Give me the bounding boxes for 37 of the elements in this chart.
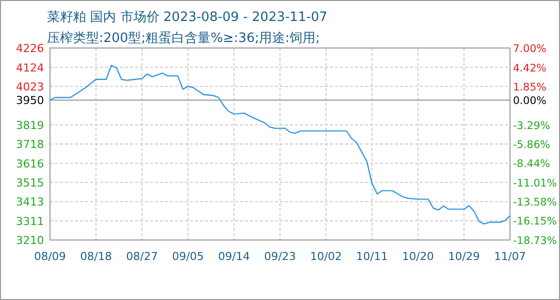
x-tick-label: 09/14 (218, 250, 250, 263)
x-tick-label: 08/09 (34, 250, 66, 263)
y2-tick-label: 7.00% (513, 43, 546, 55)
y-tick-label: 3819 (16, 118, 44, 132)
y-tick-label: 3950 (16, 94, 44, 108)
x-tick-label: 09/05 (172, 250, 204, 263)
y-tick-label: 4124 (16, 61, 44, 74)
x-tick-label: 10/29 (448, 250, 480, 263)
y2-tick-label: -5.86% (513, 138, 550, 151)
y2-tick-label: 0.00% (513, 95, 546, 108)
x-tick-label: 10/20 (402, 250, 434, 263)
y2-tick-label: 4.42% (513, 62, 546, 74)
x-tick-label: 10/02 (310, 250, 342, 263)
y-tick-label: 3515 (16, 176, 44, 190)
y2-tick-label: -18.73% (513, 235, 557, 247)
y-tick-label: 3210 (16, 234, 44, 247)
y2-tick-label: -11.01% (513, 177, 557, 190)
x-tick-label: 08/27 (126, 250, 158, 263)
y2-tick-label: 1.85% (513, 81, 546, 94)
x-tick-label: 08/18 (80, 250, 112, 263)
y2-tick-label: -13.58% (513, 196, 557, 209)
chart-title: 菜籽粕 国内 市场价 2023-08-09 - 2023-11-07 (47, 10, 328, 25)
x-tick-label: 11/07 (494, 250, 526, 263)
x-tick-label: 10/11 (356, 250, 388, 263)
y-tick-label: 3413 (16, 196, 44, 209)
x-tick-label: 09/23 (264, 250, 296, 263)
y2-tick-label: -8.44% (513, 158, 550, 170)
y-tick-label: 3616 (16, 157, 44, 170)
y2-tick-label: -16.15% (513, 216, 557, 228)
line-series (49, 64, 511, 225)
y-tick-label: 3311 (16, 214, 44, 228)
y-tick-label: 3718 (16, 138, 44, 151)
chart-subtitle: 压榨类型:200型;粗蛋白含量%≥:36;用途:饲用; (47, 31, 320, 46)
y2-tick-label: -3.29% (513, 120, 550, 132)
y-tick-label: 4226 (16, 42, 44, 55)
y-tick-label: 4023 (16, 80, 44, 94)
chart: 菜籽粕 国内 市场价 2023-08-09 - 2023-11-07 压榨类型:200型;粗蛋白含量%≥:36;用途:饲用; 4226 4124 4023 3950 3819 3718 3616 3515 3413 3311 3210 7.00% 4.42% 1.85% 0.00% -3.29% -5.86% -8.44% -11.01% -13.58% -16.15% -18.73% 08/09 08/18 08/27 09/05 09/14 09/23 10/02 10/11 10/20 10/29 11/07 (16, 10, 557, 263)
